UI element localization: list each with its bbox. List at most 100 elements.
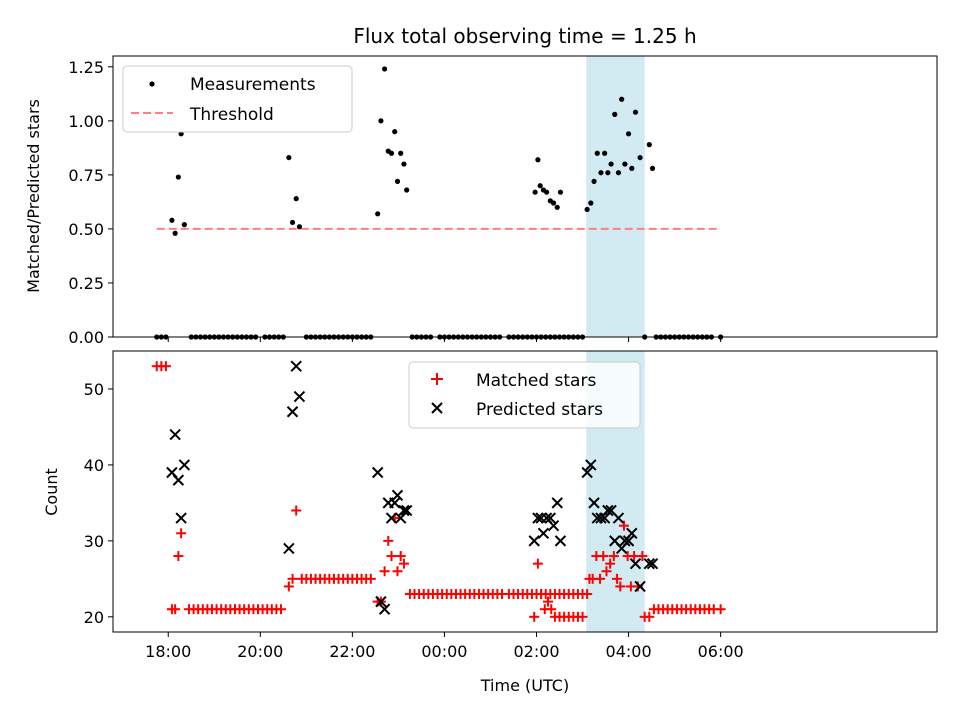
bot-y-tick-label: 40 <box>84 456 104 475</box>
legend-matched-label: Matched stars <box>476 371 596 391</box>
measurement-point <box>404 187 410 193</box>
measurement-point <box>388 150 395 156</box>
legend-measurements-marker <box>149 81 155 87</box>
matched-star-point <box>543 596 554 607</box>
predicted-star-point <box>172 474 185 486</box>
measurement-point <box>615 170 622 176</box>
bot-y-tick-label: 30 <box>84 532 104 551</box>
measurement-point <box>608 161 614 167</box>
matched-star-point <box>582 589 593 600</box>
measurement-point <box>598 170 604 176</box>
measurement-point <box>619 96 625 102</box>
bot-x-tick-label: 20:00 <box>237 642 283 661</box>
measurement-point <box>175 174 181 180</box>
predicted-star-point <box>169 428 181 441</box>
chart-title: Flux total observing time = 1.25 h <box>353 24 696 48</box>
predicted-star-point <box>175 512 187 524</box>
top-y-tick-label: 1.25 <box>68 58 104 77</box>
legend-threshold-label: Threshold <box>189 105 274 125</box>
bot-y-tick-label: 20 <box>84 608 104 627</box>
predicted-star-point <box>378 603 391 615</box>
top-y-axis-label: Matched/Predicted stars <box>24 99 43 293</box>
measurement-point <box>544 189 550 195</box>
predicted-star-point <box>588 497 600 509</box>
measurement-point <box>401 161 407 167</box>
predicted-star-point <box>400 504 413 517</box>
matched-star-point <box>365 573 376 584</box>
matched-star-point <box>398 558 409 569</box>
matched-star-point <box>173 551 184 562</box>
predicted-star-point <box>581 466 593 479</box>
predicted-star-point <box>554 535 567 547</box>
predicted-star-point <box>532 512 544 524</box>
measurement-point <box>646 142 652 148</box>
predicted-star-point <box>612 512 625 524</box>
measurement-point <box>286 154 292 161</box>
matched-star-point <box>601 566 612 577</box>
predicted-star-point <box>283 542 295 555</box>
bot-x-tick-label: 04:00 <box>606 642 652 661</box>
top-y-tick-label: 0.50 <box>68 220 104 239</box>
measurement-point <box>612 111 618 117</box>
bot-x-tick-label: 22:00 <box>329 642 375 661</box>
measurement-point <box>554 204 560 210</box>
bottom-axes-frame <box>112 350 938 633</box>
measurement-point <box>398 150 404 156</box>
bottom-predicted-points <box>166 360 659 615</box>
measurement-point <box>632 109 639 115</box>
predicted-star-point <box>391 489 404 502</box>
matched-star-point <box>392 566 403 577</box>
bot-x-tick-label: 06:00 <box>698 642 744 661</box>
bot-x-tick-label: 00:00 <box>421 642 467 661</box>
bottom-matched-points <box>151 361 726 622</box>
measurement-point <box>181 222 187 228</box>
matched-star-point <box>644 611 655 622</box>
measurement-point <box>532 189 538 195</box>
matched-star-point <box>637 551 648 562</box>
matched-star-point <box>546 604 557 615</box>
matched-star-point <box>532 558 543 569</box>
measurement-point <box>602 150 608 156</box>
measurement-point <box>178 131 184 137</box>
matched-star-point <box>386 551 397 562</box>
measurement-point <box>296 224 303 230</box>
measurement-point <box>605 170 611 176</box>
matched-star-point <box>612 573 623 584</box>
measurement-point <box>622 161 628 167</box>
predicted-star-point <box>551 497 563 509</box>
measurement-point <box>394 178 401 184</box>
top-legend-box <box>122 65 353 133</box>
bottom-legend-box <box>408 361 641 429</box>
predicted-star-point <box>528 535 540 547</box>
measurement-point <box>557 189 564 195</box>
measurement-point <box>392 129 398 135</box>
predicted-star-point <box>622 535 635 547</box>
matched-star-point <box>160 361 171 372</box>
predicted-star-point <box>634 580 646 593</box>
top-y-tick-label: 1.00 <box>68 112 104 131</box>
bottom-y-axis-label: Count <box>42 468 61 516</box>
x-axis-label: Time (UTC) <box>480 676 569 695</box>
matched-star-point <box>383 535 394 546</box>
top-legend: Measurements Threshold <box>122 65 353 133</box>
predicted-star-point <box>290 360 302 372</box>
measurement-point <box>550 200 557 206</box>
measurement-point <box>637 154 643 161</box>
predicted-star-point <box>537 527 550 539</box>
matched-star-point <box>536 589 547 600</box>
top-axes-frame <box>112 55 938 338</box>
predicted-star-point <box>629 557 642 570</box>
matched-star-point <box>379 566 390 577</box>
predicted-star-point <box>646 557 659 570</box>
measurement-point <box>378 118 384 124</box>
predicted-star-point <box>293 390 306 403</box>
measurement-point <box>535 157 541 163</box>
measurement-point <box>172 230 178 236</box>
matched-star-point <box>395 551 406 562</box>
matched-star-point <box>291 505 302 516</box>
top-y-tick-label: 0.25 <box>68 274 104 293</box>
matched-star-point <box>598 551 609 562</box>
legend-matched-marker <box>431 373 443 385</box>
top-y-tick-label: 0.00 <box>68 328 104 347</box>
measurement-point <box>588 200 594 206</box>
